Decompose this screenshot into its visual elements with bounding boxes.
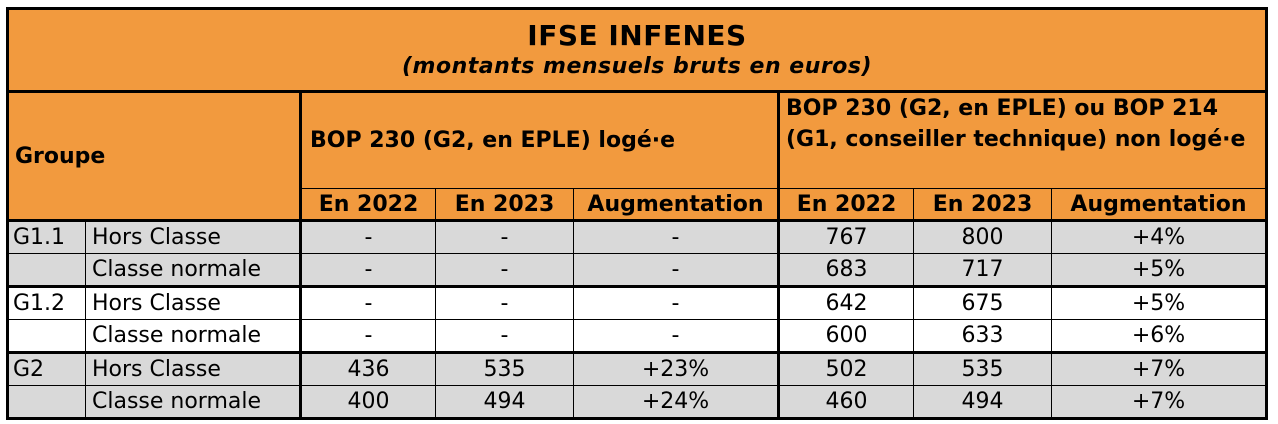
nonloge-2022-cell: 767 [777, 219, 914, 254]
page-title: IFSE INFENES [527, 19, 747, 52]
nonloge-augmentation-cell: +5% [1051, 253, 1267, 287]
loge-2023-cell: - [435, 285, 574, 320]
loge-2023-cell: - [435, 219, 574, 254]
loge-augmentation-cell: - [573, 285, 779, 320]
loge-2022-cell: - [299, 219, 436, 254]
classe-cell: Hors Classe [85, 351, 301, 386]
nonloge-2022-cell: 502 [777, 351, 914, 386]
header-loge-2022: En 2022 [299, 188, 436, 221]
nonloge-augmentation-cell: +6% [1051, 319, 1267, 353]
loge-2023-cell: - [435, 253, 574, 287]
classe-cell: Classe normale [85, 319, 301, 353]
nonloge-augmentation-cell: +7% [1051, 385, 1267, 419]
group-cell [7, 253, 86, 287]
group-cell [7, 385, 86, 419]
loge-2022-cell: 436 [299, 351, 436, 386]
classe-cell: Classe normale [85, 385, 301, 419]
ifse-table-container: IFSE INFENES (montants mensuels bruts en… [6, 7, 1268, 420]
table-row: G2 Hors Classe 436 535 +23% 502 535 +7% [7, 351, 1267, 386]
loge-augmentation-cell: - [573, 319, 779, 353]
group-cell: G1.1 [7, 219, 86, 254]
header-loge-augmentation: Augmentation [573, 188, 779, 221]
header-nonloge-2022: En 2022 [777, 188, 914, 221]
title-cell: IFSE INFENES (montants mensuels bruts en… [7, 8, 1267, 93]
nonloge-augmentation-cell: +7% [1051, 351, 1267, 386]
classe-cell: Classe normale [85, 253, 301, 287]
table-row: Classe normale - - - 683 717 +5% [7, 253, 1267, 287]
table-row: Classe normale 400 494 +24% 460 494 +7% [7, 385, 1267, 419]
table-row: Classe normale - - - 600 633 +6% [7, 319, 1267, 353]
loge-2022-cell: - [299, 285, 436, 320]
header-row-2: En 2022 En 2023 Augmentation En 2022 En … [8, 188, 1267, 221]
group-cell [7, 319, 86, 353]
nonloge-2023-cell: 800 [913, 219, 1052, 254]
classe-cell: Hors Classe [85, 285, 301, 320]
classe-cell: Hors Classe [85, 219, 301, 254]
header-bop-loge: BOP 230 (G2, en EPLE) logé·e [299, 91, 779, 189]
page-subtitle: (montants mensuels bruts en euros) [402, 54, 872, 79]
nonloge-2023-cell: 717 [913, 253, 1052, 287]
nonloge-2022-cell: 683 [777, 253, 914, 287]
loge-2023-cell: - [435, 319, 574, 353]
header-nonloge-augmentation: Augmentation [1051, 188, 1267, 221]
header-loge-2023: En 2023 [435, 188, 574, 221]
nonloge-2023-cell: 633 [913, 319, 1052, 353]
loge-2022-cell: - [299, 253, 436, 287]
header-groupe: Groupe [7, 91, 301, 221]
nonloge-augmentation-cell: +4% [1051, 219, 1267, 254]
header-nonloge-2023: En 2023 [913, 188, 1052, 221]
ifse-table: IFSE INFENES (montants mensuels bruts en… [6, 7, 1268, 420]
table-row: G1.1 Hors Classe - - - 767 800 +4% [7, 219, 1267, 254]
group-cell: G1.2 [7, 285, 86, 320]
loge-augmentation-cell: +23% [573, 351, 779, 386]
nonloge-augmentation-cell: +5% [1051, 285, 1267, 320]
loge-2022-cell: 400 [299, 385, 436, 419]
loge-2022-cell: - [299, 319, 436, 353]
nonloge-2023-cell: 494 [913, 385, 1052, 419]
nonloge-2022-cell: 642 [777, 285, 914, 320]
group-cell: G2 [7, 351, 86, 386]
table-row: G1.2 Hors Classe - - - 642 675 +5% [7, 285, 1267, 320]
loge-augmentation-cell: - [573, 219, 779, 254]
loge-augmentation-cell: +24% [573, 385, 779, 419]
nonloge-2022-cell: 460 [777, 385, 914, 419]
nonloge-2022-cell: 600 [777, 319, 914, 353]
header-bop-non-loge: BOP 230 (G2, en EPLE) ou BOP 214 (G1, co… [777, 91, 1267, 189]
nonloge-2023-cell: 675 [913, 285, 1052, 320]
title-row: IFSE INFENES (montants mensuels bruts en… [7, 8, 1267, 93]
loge-2023-cell: 535 [435, 351, 574, 386]
nonloge-2023-cell: 535 [913, 351, 1052, 386]
loge-augmentation-cell: - [573, 253, 779, 287]
loge-2023-cell: 494 [435, 385, 574, 419]
header-row-1: Groupe BOP 230 (G2, en EPLE) logé·e BOP … [7, 91, 1267, 221]
